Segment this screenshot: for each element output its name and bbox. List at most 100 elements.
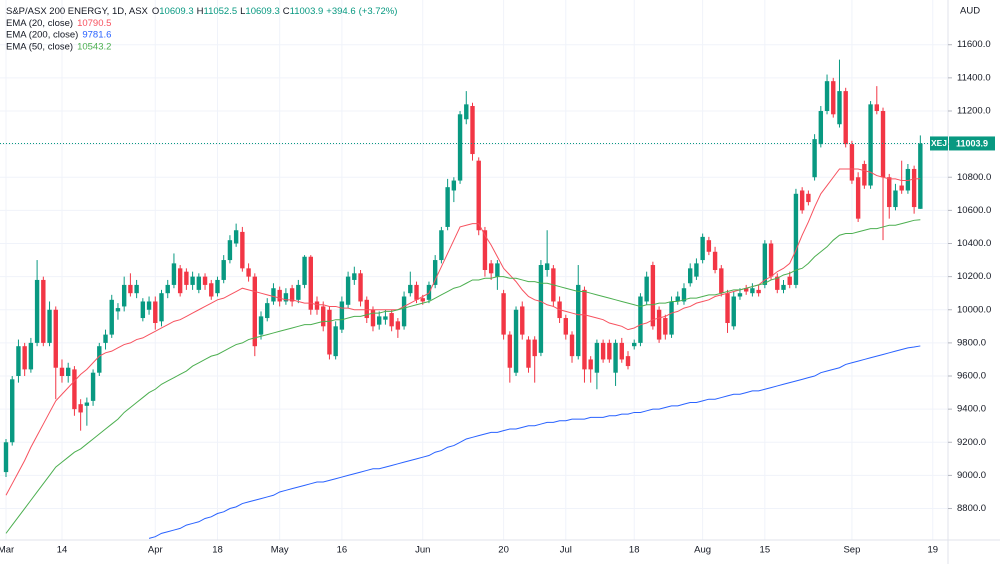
candle-body (775, 276, 780, 290)
legend-entry: EMA (50, close) 10543.2 (6, 41, 111, 52)
candle-body (370, 309, 376, 327)
candle-body (121, 284, 127, 307)
legend-value: 9781.6 (82, 29, 111, 40)
candle-body (470, 106, 475, 155)
candle-body (134, 284, 139, 294)
candle-body (918, 143, 923, 209)
legend-entry: EMA (200, close) 9781.6 (6, 29, 111, 40)
legend: S&P/ASX 200 ENERGY, 1D, ASX O10609.3 H1105… (6, 6, 397, 52)
candle-body (488, 263, 494, 274)
candle-body (787, 276, 792, 285)
candle-body (233, 230, 239, 244)
candle-body (464, 104, 469, 120)
candle-body (401, 296, 407, 327)
candle-body (625, 356, 631, 367)
candle-body (855, 177, 861, 219)
candle-body (644, 276, 649, 302)
x-tick-label: Aug (694, 545, 711, 556)
ema-line (5, 219, 921, 534)
candle-body (10, 379, 15, 443)
candle-body (333, 326, 338, 357)
candle-body (215, 279, 220, 294)
candle-body (818, 110, 824, 145)
x-tick-label: 15 (760, 545, 771, 556)
candle-body (271, 288, 276, 302)
candle-body (146, 301, 152, 310)
candle-body (308, 256, 313, 310)
candle-body (153, 301, 158, 324)
ohlc-prefix: H (197, 6, 204, 17)
candle-body (632, 342, 637, 347)
y-tick-label: 10800.0 (957, 172, 991, 183)
candle-body (66, 367, 71, 377)
symbol-tag-bg (930, 136, 948, 151)
candle-body (240, 231, 245, 269)
candle-body (544, 263, 550, 270)
candle-body (389, 313, 394, 327)
x-tick-label: Sep (843, 545, 860, 556)
candle-body (650, 265, 656, 327)
candle-body (84, 402, 90, 406)
candle-body (868, 104, 873, 186)
y-tick-label: 9400.0 (957, 404, 986, 415)
candle-body (28, 342, 34, 370)
candle-body (812, 139, 817, 178)
candle-body (314, 301, 320, 310)
grid (0, 0, 948, 540)
candle-body (377, 316, 382, 325)
candle-body (613, 342, 618, 373)
candle-body (196, 276, 202, 290)
candle-body (712, 251, 718, 270)
candle-body (700, 236, 705, 261)
candle-body (507, 334, 513, 368)
x-tick-label: Mar (0, 545, 14, 556)
candle-body (619, 342, 624, 360)
y-tick-label: 10200.0 (957, 271, 991, 282)
candle-body (899, 185, 904, 191)
candle-body (277, 289, 282, 302)
candle-body (265, 303, 270, 319)
candle-body (607, 342, 612, 360)
candle-body (538, 265, 544, 353)
candle-body (762, 243, 768, 285)
currency-label: AUD (960, 6, 980, 17)
candle-body (109, 299, 114, 335)
candle-body (476, 160, 481, 231)
candle-body (663, 318, 668, 335)
candle-body (737, 293, 743, 297)
legend-name: EMA (50, close) (6, 41, 73, 52)
candle-body (90, 372, 96, 401)
x-tick-label: Apr (148, 545, 163, 556)
candle-body (395, 321, 401, 330)
candle-body (59, 367, 65, 377)
candle-body (594, 342, 600, 373)
candle-body (495, 263, 500, 277)
y-tick-label: 10600.0 (957, 205, 991, 216)
candle-body (352, 273, 357, 280)
header: S&P/ASX 200 ENERGY, 1D, ASX O10609.3 H1105… (6, 6, 397, 17)
ohlc-prefix: C (283, 6, 290, 17)
candle-body (78, 404, 83, 413)
candle-body (743, 288, 749, 292)
candle-body (358, 273, 363, 302)
candle-body (439, 230, 444, 261)
candle-body (3, 442, 9, 473)
candle-body (103, 334, 108, 343)
candle-body (513, 309, 519, 373)
candle-body (345, 276, 351, 305)
candle-body (576, 284, 581, 357)
price-tag-bg (949, 136, 995, 151)
ohlc-prefix: L (240, 6, 245, 17)
ohlc-value: 11052.5 (203, 6, 237, 17)
candle-body (16, 346, 21, 377)
symbol-tag: XEJ (931, 138, 947, 148)
x-tick-label: 20 (498, 545, 509, 556)
candle-body (252, 276, 257, 347)
candle-body (893, 190, 898, 208)
candle-body (799, 190, 805, 211)
y-tick-label: 10400.0 (957, 238, 991, 249)
candle-body (296, 284, 301, 300)
candle-body (526, 339, 531, 368)
candle-body (408, 284, 413, 294)
